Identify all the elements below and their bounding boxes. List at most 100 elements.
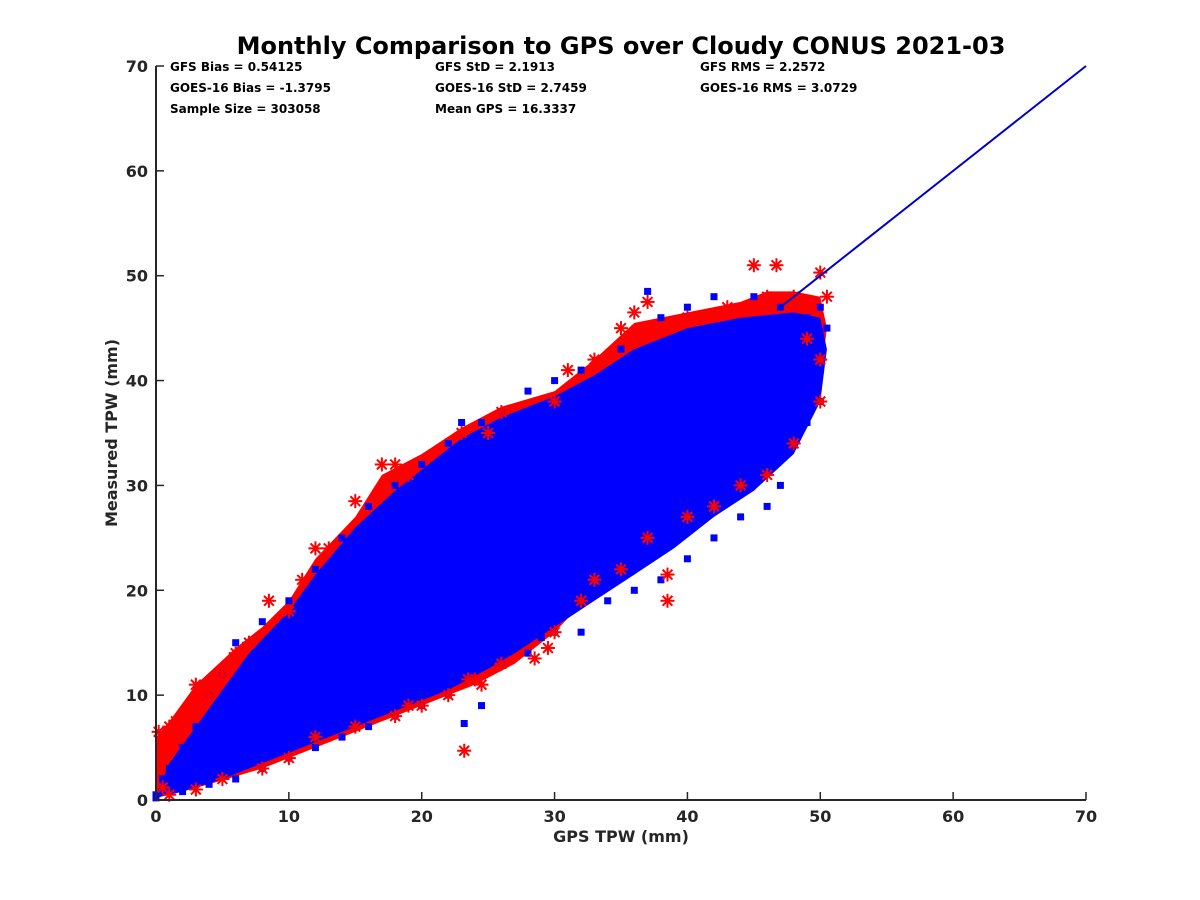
goes-point xyxy=(159,775,167,783)
goes-point xyxy=(683,555,691,563)
x-tick-label: 70 xyxy=(1075,807,1097,826)
x-tick-label: 10 xyxy=(278,807,300,826)
goes-point xyxy=(391,481,399,489)
goes-point xyxy=(179,744,187,752)
gfs-point xyxy=(760,467,775,482)
y-tick-label: 10 xyxy=(126,686,148,705)
goes-point xyxy=(311,565,319,573)
x-axis-label: GPS TPW (mm) xyxy=(553,827,689,846)
gfs-point xyxy=(308,730,323,745)
gfs-point xyxy=(587,572,602,587)
gfs-point xyxy=(188,782,203,797)
goes-point xyxy=(577,628,585,636)
goes-point xyxy=(444,440,452,447)
y-tick-label: 20 xyxy=(126,581,148,600)
goes-point xyxy=(763,502,771,510)
goes-point xyxy=(478,419,485,426)
goes-point xyxy=(458,419,466,426)
goes-point xyxy=(365,723,373,731)
goes-point xyxy=(776,481,784,489)
gfs-point xyxy=(348,494,363,509)
y-tick-label: 50 xyxy=(126,267,148,286)
gfs-point xyxy=(374,457,389,472)
goes-point xyxy=(311,744,319,752)
gfs-point xyxy=(640,530,655,545)
goes-point xyxy=(617,345,625,353)
gfs-point xyxy=(627,305,642,320)
goes-point xyxy=(478,702,485,710)
gfs-point xyxy=(461,672,476,687)
goes-point xyxy=(338,733,346,741)
stats-layer: GFS Bias = 0.54125 GFS StD = 2.1913 GFS RM… xyxy=(170,60,857,116)
stat-text: GFS StD = 2.1913 xyxy=(435,60,555,74)
gfs-point xyxy=(760,289,775,304)
gfs-point xyxy=(587,352,602,367)
x-tick-label: 30 xyxy=(543,807,565,826)
gfs-point xyxy=(813,352,828,367)
gfs-point xyxy=(308,541,323,556)
goes-point xyxy=(165,765,173,772)
gfs-point xyxy=(321,541,336,556)
gfs-point xyxy=(680,310,695,325)
goes-point xyxy=(179,788,187,796)
x-tick-label: 60 xyxy=(942,807,964,826)
gfs-point xyxy=(255,761,270,776)
gfs-point xyxy=(640,294,655,309)
gfs-point xyxy=(401,698,416,713)
goes-point xyxy=(205,780,213,788)
axes-layer: 0 10 20 30 40 50 60 70 0 10 20 30 40 50 60 70 xyxy=(126,57,1097,826)
gfs-point xyxy=(481,426,496,440)
gfs-point xyxy=(614,562,628,577)
stat-text: GOES-16 Bias = -1.3795 xyxy=(170,81,331,95)
goes-point xyxy=(657,576,665,584)
gfs-point xyxy=(527,651,542,666)
gfs-point xyxy=(707,499,721,514)
goes-point xyxy=(524,649,532,657)
gfs-point xyxy=(202,688,217,703)
gfs-point xyxy=(281,751,296,766)
scatter-layer xyxy=(151,65,1087,802)
goes-point xyxy=(338,534,346,542)
goes-point xyxy=(285,597,293,605)
chart-title: Monthly Comparison to GPS over Cloudy CO… xyxy=(237,32,1006,60)
gfs-point xyxy=(746,258,761,273)
gfs-point xyxy=(295,572,310,587)
goes-point xyxy=(604,597,612,605)
x-tick-label: 20 xyxy=(411,807,433,826)
y-tick-label: 30 xyxy=(126,476,148,495)
goes-point xyxy=(192,723,200,731)
gfs-point xyxy=(414,698,429,713)
goes-point xyxy=(551,377,559,385)
gfs-point xyxy=(540,640,555,655)
goes-point xyxy=(537,634,545,641)
gfs-point xyxy=(560,363,575,378)
goes-point xyxy=(776,303,784,311)
goes-point xyxy=(816,303,824,311)
gfs-point xyxy=(242,635,256,650)
x-tick-label: 0 xyxy=(150,807,161,826)
goes-point xyxy=(365,502,373,510)
goes-point xyxy=(644,287,652,295)
gfs-point xyxy=(680,509,695,524)
gfs-point xyxy=(574,593,589,608)
gfs-point xyxy=(215,772,230,787)
goes-point xyxy=(258,618,266,626)
y-tick-label: 60 xyxy=(126,162,148,181)
gfs-point xyxy=(733,478,748,493)
gfs-point xyxy=(228,646,243,661)
goes-point xyxy=(737,513,745,521)
y-tick-label: 70 xyxy=(126,57,148,76)
goes-point xyxy=(232,775,240,783)
goes-point xyxy=(803,314,811,322)
y-axis-label: Measured TPW (mm) xyxy=(102,339,121,527)
gfs-point xyxy=(215,667,230,682)
goes-point xyxy=(232,639,240,647)
gfs-point xyxy=(660,593,675,608)
x-tick-label: 50 xyxy=(809,807,831,826)
goes-scatter-cloud xyxy=(156,312,827,798)
goes-point xyxy=(657,314,665,322)
gfs-point xyxy=(614,321,628,336)
goes-point xyxy=(803,419,811,426)
gfs-point xyxy=(819,289,834,304)
